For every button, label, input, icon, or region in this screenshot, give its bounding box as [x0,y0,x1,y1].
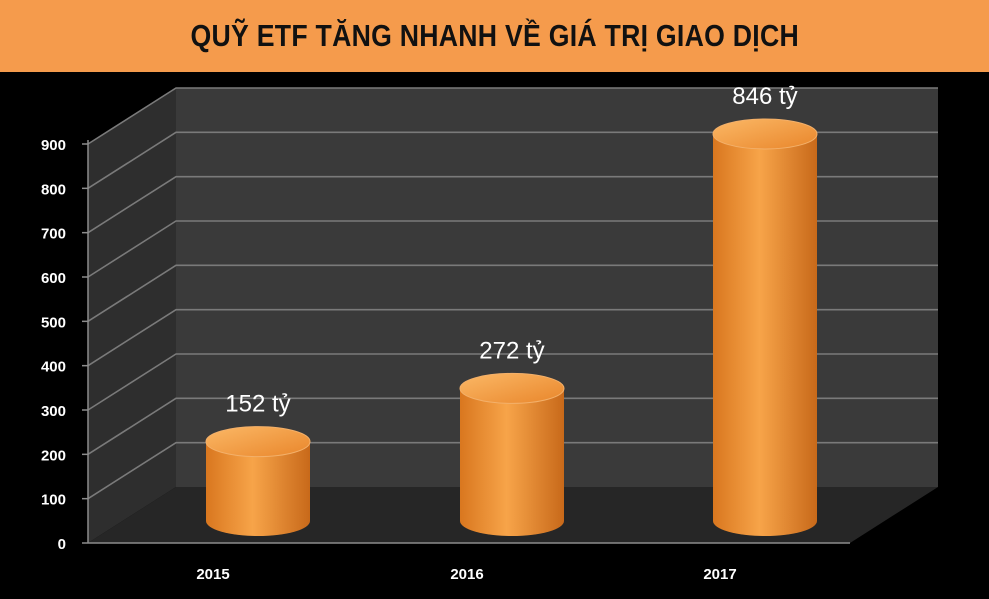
gridlines [87,87,938,544]
gridline [87,308,938,367]
bar-body [713,133,817,536]
bar-body [460,388,564,536]
y-tick-label: 100 [41,492,66,509]
gridline [87,441,938,500]
x-tick-label: 2015 [196,566,229,583]
bars: 152 tỷ 272 tỷ 846 tỷ [205,83,818,536]
x-axis-ticks: 2015 2016 2017 [196,566,736,583]
y-tick-label: 600 [41,270,66,287]
y-tick-label: 900 [41,137,66,154]
x-tick-label: 2016 [450,566,483,583]
x-tick-label: 2017 [703,566,736,583]
gridline [87,87,938,145]
gridline [87,131,938,190]
chart-area: 0 100 200 300 400 500 600 700 800 900 152 tỷ 272 t… [41,83,938,583]
gridline [87,175,938,234]
bar-body [206,441,310,536]
side-wall [88,88,176,543]
bar-top [712,118,818,150]
data-label: 272 tỷ [479,337,544,364]
bar-2016 [459,372,565,536]
chart-title: QUỸ ETF TĂNG NHANH VỀ GIÁ TRỊ GIAO DỊCH [190,18,799,53]
bar-2015 [205,426,311,536]
gridline [87,353,938,411]
y-tick-label: 700 [41,226,66,243]
data-label: 152 tỷ [225,391,290,418]
y-tick-label: 400 [41,359,66,376]
data-label: 846 tỷ [732,83,797,110]
title-banner: QUỸ ETF TĂNG NHANH VỀ GIÁ TRỊ GIAO DỊCH [0,0,989,72]
bar-2017 [712,118,818,536]
gridline [87,264,938,323]
y-tick-label: 200 [41,447,66,464]
gridline [87,220,938,278]
y-tick-label: 800 [41,181,66,198]
y-tick-label: 0 [58,536,66,553]
bar-top [459,372,565,404]
y-tick-label: 300 [41,403,66,420]
y-axis-ticks: 0 100 200 300 400 500 600 700 800 900 [41,137,88,553]
bar-top [205,426,311,458]
y-tick-label: 500 [41,314,66,331]
gridline [87,397,938,456]
